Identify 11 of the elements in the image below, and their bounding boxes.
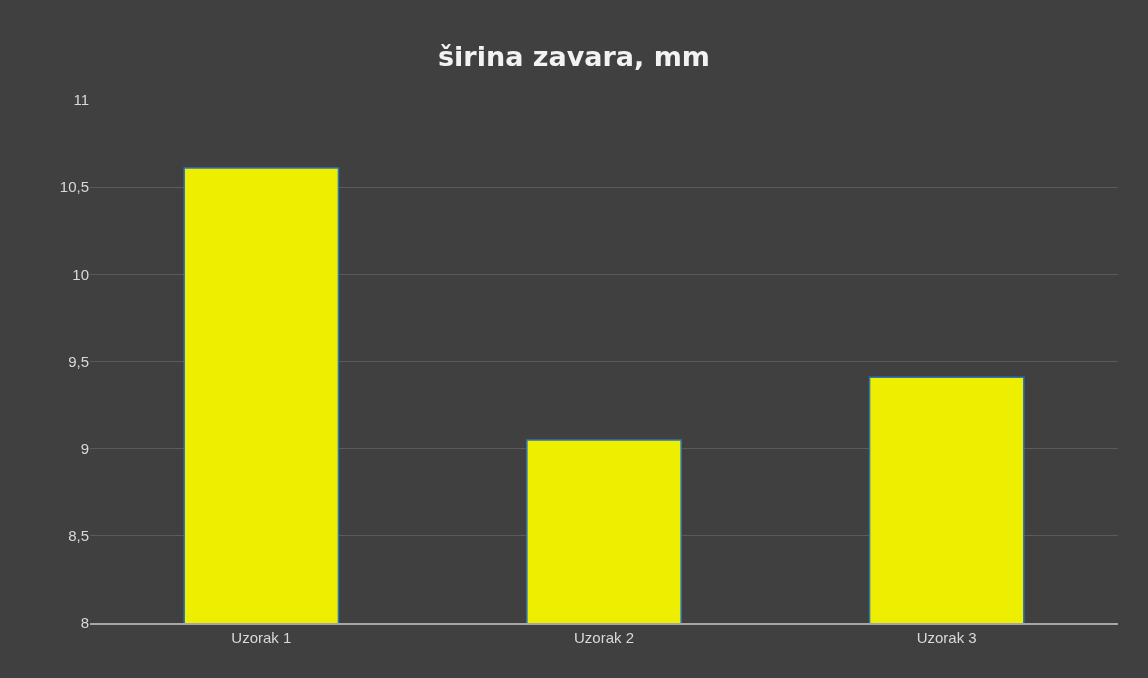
x-tick-label: Uzorak 2 <box>573 629 635 646</box>
y-tick-label: 10 <box>72 265 89 283</box>
x-tick-label: Uzorak 1 <box>231 629 292 646</box>
chart-title: širina zavara, mm <box>438 41 710 73</box>
y-tick-label: 10,5 <box>59 178 89 196</box>
y-tick-label: 8 <box>80 614 89 632</box>
y-tick-label: 11 <box>73 91 89 109</box>
y-tick-label: 9,5 <box>68 352 89 370</box>
y-tick-label: 8,5 <box>68 527 89 545</box>
x-tick-label: Uzorak 3 <box>916 629 977 646</box>
y-tick-label: 9 <box>80 439 89 457</box>
